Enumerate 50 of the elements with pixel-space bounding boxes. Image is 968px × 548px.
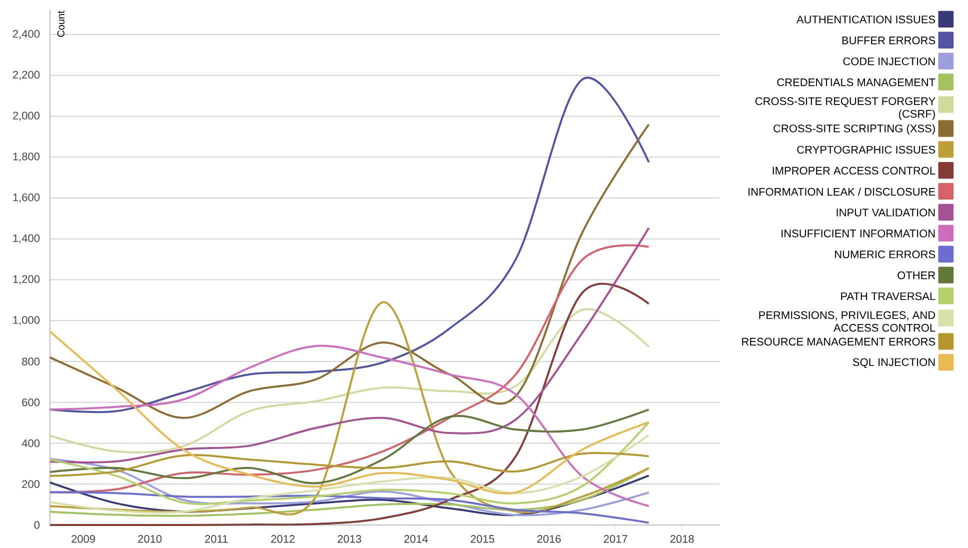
legend-label: CROSS-SITE SCRIPTING (XSS) [774,124,935,135]
legend-label: RESOURCE MANAGEMENT ERRORS [742,338,936,346]
y-tick-label: 1,600 [13,193,40,203]
legend-label: SQL INJECTION [852,358,935,368]
legend-label: AUTHENTICATION ISSUES [796,16,936,24]
x-tick-label: 2012 [271,535,295,543]
y-tick-label: 2,400 [12,30,40,40]
line-series [49,467,650,517]
legend-label: OTHER [898,271,936,280]
legend-label: IMPROPER ACCESS CONTROL [772,166,936,175]
line-series [49,226,650,464]
y-tick-label: 1,000 [13,316,40,326]
y-tick-label: 0 [34,521,40,529]
line-series [49,474,650,516]
x-tick-label: 2016 [537,535,561,543]
line-series [49,408,650,484]
y-tick-label: 1,200 [13,275,40,284]
line-series [49,421,650,506]
line-series [49,458,650,516]
x-tick-label: 2011 [205,535,228,543]
y-tick-label: 1,400 [13,234,40,244]
y-tick-label: 400 [22,439,40,448]
legend-label: PERMISSIONS, PRIVILEGES, AND ACCESS CONTROL [759,311,936,332]
legend-label: PATH TRAVERSAL [841,292,936,300]
legend-label: CREDENTIALS MANAGEMENT [777,78,936,86]
legend-label: INPUT VALIDATION [836,208,935,216]
x-tick-label: 2017 [604,535,628,543]
legend-label: BUFFER ERRORS [842,36,936,44]
x-tick-label: 2009 [72,535,95,543]
legend-label: CRYPTOGRAPHIC ISSUES [797,146,936,154]
legend-label: NUMERIC ERRORS [835,250,936,258]
y-tick-label: 2,200 [12,70,40,80]
line-series [49,308,650,454]
legend-label: INSUFFICIENT INFORMATION [782,230,935,238]
legend-label: INFORMATION LEAK / DISCLOSURE [748,188,936,196]
legend-label: CROSS-SITE REQUEST FORGERY (CSRF) [755,97,936,120]
x-tick-label: 2014 [404,535,428,543]
x-tick-label: 2018 [670,535,694,543]
line-series [49,491,650,524]
y-tick-label: 2,000 [12,112,40,121]
y-tick-label: 1,800 [13,152,40,162]
x-tick-label: 2015 [470,535,494,543]
x-tick-label: 2010 [138,535,162,543]
y-tick-label: 200 [22,480,40,488]
y-tick-label: 600 [22,398,40,406]
y-tick-label: 800 [22,358,40,366]
x-tick-label: 2013 [338,535,362,543]
y-axis-title: Count [57,10,64,37]
legend-label: CODE INJECTION [843,57,935,66]
line-series [49,434,650,514]
